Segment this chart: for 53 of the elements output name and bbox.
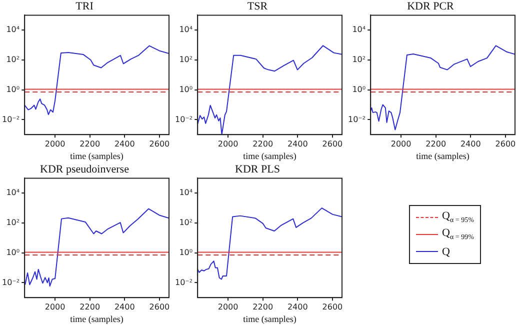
x-tick-label: 2400: [287, 139, 308, 148]
x-tick-label: 2200: [80, 139, 100, 148]
y-tick-label: 10²: [6, 55, 20, 64]
x-axis-title: time (samples): [243, 150, 296, 161]
x-tick-label: 2000: [218, 139, 238, 148]
y-tick-label: 10⁰: [352, 84, 366, 94]
y-tick-label: 10²: [352, 55, 366, 64]
x-axis-title: time (samples): [243, 314, 296, 324]
x-tick-label: 2000: [390, 139, 412, 148]
chart-title: TRI: [76, 0, 94, 12]
chart-title: KDR pseudoinverse: [40, 163, 130, 176]
y-tick-label: 10⁻²: [175, 278, 193, 287]
x-axis-title: time (samples): [416, 150, 470, 161]
chart-title: KDR PLS: [235, 163, 280, 176]
chart-title: TSR: [247, 0, 268, 12]
x-tick-label: 2400: [114, 302, 135, 312]
x-tick-label: 2400: [460, 139, 481, 148]
x-tick-label: 2200: [252, 139, 274, 148]
x-tick-label: 2200: [252, 302, 274, 312]
x-tick-label: 2200: [80, 302, 100, 312]
y-tick-label: 10⁴: [6, 188, 20, 198]
x-axis-title: time (samples): [70, 150, 124, 161]
x-tick-label: 2400: [287, 302, 308, 312]
y-tick-label: 10⁰: [6, 248, 20, 257]
y-tick-label: 10⁰: [179, 84, 193, 94]
x-axis-title: time (samples): [70, 314, 124, 324]
y-tick-label: 10⁻²: [2, 114, 20, 124]
x-tick-label: 2600: [322, 302, 343, 312]
y-tick-label: 10⁴: [179, 25, 193, 34]
x-tick-label: 2000: [44, 139, 66, 148]
y-tick-label: 10⁰: [6, 84, 20, 94]
legend-label: Q: [442, 246, 450, 258]
x-tick-label: 2000: [218, 302, 238, 312]
x-tick-label: 2600: [149, 139, 170, 148]
y-tick-label: 10⁰: [179, 248, 193, 257]
x-tick-label: 2600: [495, 139, 516, 148]
y-tick-label: 10⁴: [352, 25, 366, 34]
y-tick-label: 10⁻²: [175, 114, 193, 124]
x-tick-label: 2600: [149, 302, 170, 312]
x-tick-label: 2400: [114, 139, 135, 148]
y-tick-label: 10²: [179, 218, 193, 228]
x-tick-label: 2600: [322, 139, 343, 148]
x-tick-label: 2000: [44, 302, 66, 312]
x-tick-label: 2200: [426, 139, 446, 148]
legend-label: Q$_{α = 95%}$: [442, 210, 474, 225]
y-tick-label: 10⁻²: [348, 114, 366, 124]
chart-title: KDR PCR: [407, 0, 455, 12]
y-tick-label: 10⁴: [6, 25, 20, 34]
y-tick-label: 10⁻²: [2, 278, 20, 287]
y-tick-label: 10⁴: [179, 188, 193, 198]
y-tick-label: 10²: [179, 55, 193, 64]
y-tick-label: 10²: [6, 218, 20, 228]
legend-label: Q$_{α = 99%}$: [442, 227, 474, 242]
